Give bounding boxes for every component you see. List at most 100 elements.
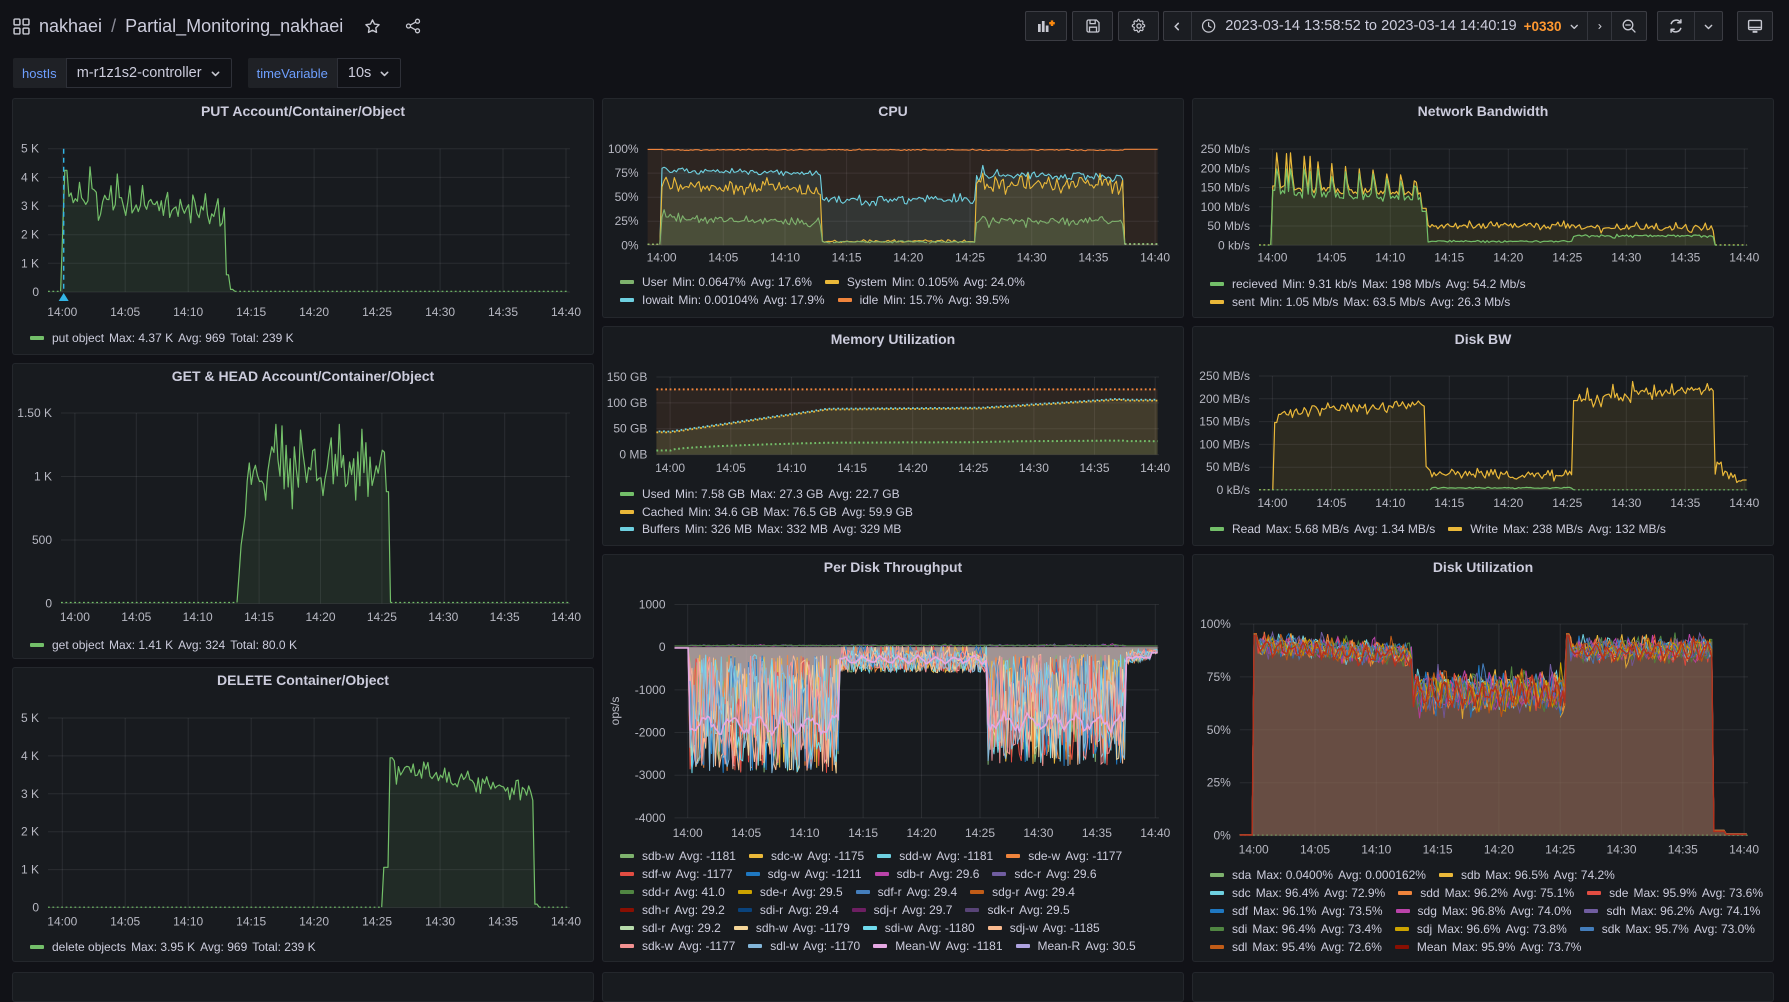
svg-text:14:20: 14:20 [898, 461, 928, 475]
svg-text:14:25: 14:25 [958, 461, 988, 475]
svg-text:14:15: 14:15 [236, 305, 266, 319]
svg-text:0: 0 [32, 901, 39, 915]
svg-text:150 MB/s: 150 MB/s [1199, 415, 1250, 429]
svg-text:1.50 K: 1.50 K [17, 406, 52, 420]
svg-text:25%: 25% [1207, 776, 1231, 790]
svg-text:14:10: 14:10 [1375, 496, 1405, 510]
svg-text:14:40: 14:40 [551, 305, 581, 319]
svg-text:14:10: 14:10 [1375, 251, 1405, 265]
svg-text:14:00: 14:00 [673, 826, 703, 840]
svg-text:14:30: 14:30 [1019, 461, 1049, 475]
svg-text:75%: 75% [615, 166, 639, 180]
svg-text:100%: 100% [608, 142, 639, 156]
svg-text:250 Mb/s: 250 Mb/s [1201, 142, 1250, 156]
svg-text:14:10: 14:10 [173, 915, 203, 929]
svg-text:14:00: 14:00 [47, 305, 77, 319]
svg-text:14:05: 14:05 [110, 915, 140, 929]
svg-text:14:35: 14:35 [1668, 843, 1698, 857]
svg-text:14:25: 14:25 [1552, 251, 1582, 265]
svg-text:50 GB: 50 GB [613, 422, 647, 436]
svg-text:14:40: 14:40 [551, 610, 581, 624]
svg-text:14:40: 14:40 [551, 915, 581, 929]
svg-text:-3000: -3000 [635, 768, 666, 782]
svg-text:0 MB: 0 MB [619, 448, 647, 462]
svg-text:500: 500 [32, 533, 52, 547]
svg-text:14:30: 14:30 [1017, 251, 1047, 265]
svg-text:5 K: 5 K [21, 711, 39, 725]
svg-text:0%: 0% [1213, 829, 1231, 843]
svg-text:0: 0 [45, 597, 52, 611]
svg-text:14:40: 14:40 [1140, 461, 1170, 475]
svg-text:14:35: 14:35 [488, 915, 518, 929]
svg-text:0%: 0% [621, 238, 639, 252]
svg-text:50%: 50% [1207, 723, 1231, 737]
svg-text:14:05: 14:05 [731, 826, 761, 840]
svg-text:14:15: 14:15 [837, 461, 867, 475]
svg-text:14:15: 14:15 [1434, 496, 1464, 510]
svg-text:-4000: -4000 [635, 811, 666, 825]
svg-text:50%: 50% [615, 190, 639, 204]
svg-text:14:10: 14:10 [1361, 843, 1391, 857]
svg-text:14:00: 14:00 [1257, 496, 1287, 510]
svg-text:14:20: 14:20 [1493, 251, 1523, 265]
svg-text:14:35: 14:35 [1079, 461, 1109, 475]
svg-text:14:20: 14:20 [1484, 843, 1514, 857]
svg-text:100 Mb/s: 100 Mb/s [1201, 200, 1250, 214]
svg-text:50 Mb/s: 50 Mb/s [1207, 219, 1250, 233]
svg-text:14:20: 14:20 [1493, 496, 1523, 510]
svg-text:14:10: 14:10 [183, 610, 213, 624]
svg-text:100%: 100% [1200, 617, 1231, 631]
svg-text:3 K: 3 K [21, 199, 39, 213]
svg-text:14:05: 14:05 [110, 305, 140, 319]
svg-text:14:00: 14:00 [47, 915, 77, 929]
svg-text:150 Mb/s: 150 Mb/s [1201, 181, 1250, 195]
svg-text:-1000: -1000 [635, 683, 666, 697]
svg-text:14:15: 14:15 [1434, 251, 1464, 265]
svg-text:14:15: 14:15 [244, 610, 274, 624]
svg-text:14:15: 14:15 [832, 251, 862, 265]
svg-text:14:05: 14:05 [1316, 251, 1346, 265]
svg-text:14:25: 14:25 [1552, 496, 1582, 510]
svg-text:14:30: 14:30 [425, 915, 455, 929]
svg-text:1000: 1000 [639, 598, 666, 612]
svg-text:14:30: 14:30 [1611, 251, 1641, 265]
svg-text:0 kB/s: 0 kB/s [1217, 483, 1250, 497]
svg-text:14:25: 14:25 [965, 826, 995, 840]
svg-text:50 MB/s: 50 MB/s [1206, 460, 1250, 474]
svg-text:150 GB: 150 GB [607, 370, 648, 384]
svg-text:200 Mb/s: 200 Mb/s [1201, 161, 1250, 175]
svg-text:14:35: 14:35 [1082, 826, 1112, 840]
svg-text:14:35: 14:35 [1670, 496, 1700, 510]
svg-text:14:15: 14:15 [1423, 843, 1453, 857]
svg-text:0: 0 [659, 640, 666, 654]
svg-text:14:30: 14:30 [1611, 496, 1641, 510]
svg-text:14:30: 14:30 [425, 305, 455, 319]
svg-text:1 K: 1 K [21, 256, 39, 270]
svg-text:14:25: 14:25 [1545, 843, 1575, 857]
svg-text:14:00: 14:00 [647, 251, 677, 265]
svg-text:14:40: 14:40 [1140, 251, 1170, 265]
svg-text:14:35: 14:35 [488, 305, 518, 319]
svg-text:1 K: 1 K [34, 470, 52, 484]
svg-text:14:15: 14:15 [848, 826, 878, 840]
svg-text:14:40: 14:40 [1140, 826, 1170, 840]
svg-text:14:25: 14:25 [362, 915, 392, 929]
svg-text:14:35: 14:35 [1078, 251, 1108, 265]
svg-text:14:10: 14:10 [770, 251, 800, 265]
svg-text:14:10: 14:10 [776, 461, 806, 475]
svg-text:14:05: 14:05 [708, 251, 738, 265]
svg-text:14:20: 14:20 [906, 826, 936, 840]
svg-text:14:05: 14:05 [716, 461, 746, 475]
svg-text:14:00: 14:00 [655, 461, 685, 475]
svg-text:5 K: 5 K [21, 142, 39, 156]
svg-text:0: 0 [32, 285, 39, 299]
svg-text:3 K: 3 K [21, 787, 39, 801]
svg-text:14:25: 14:25 [362, 305, 392, 319]
svg-text:4 K: 4 K [21, 170, 39, 184]
svg-text:100 MB/s: 100 MB/s [1199, 437, 1250, 451]
svg-text:2 K: 2 K [21, 825, 39, 839]
svg-text:14:20: 14:20 [299, 915, 329, 929]
svg-text:ops/s: ops/s [608, 697, 622, 726]
svg-text:14:05: 14:05 [121, 610, 151, 624]
svg-text:14:40: 14:40 [1729, 251, 1759, 265]
